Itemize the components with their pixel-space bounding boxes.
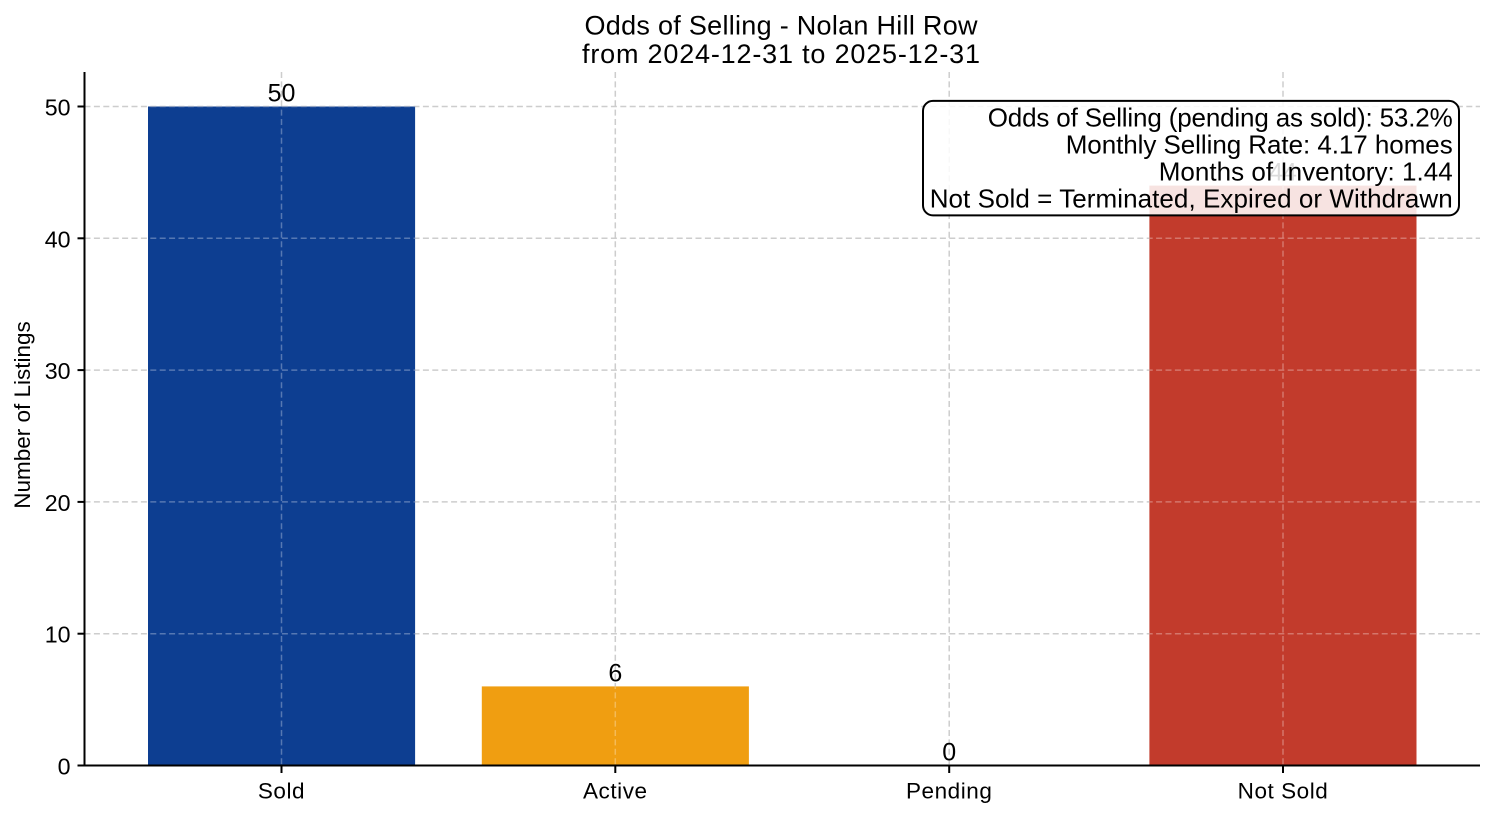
svg-text:40: 40: [45, 226, 71, 252]
svg-text:20: 20: [45, 490, 71, 516]
svg-text:50: 50: [45, 95, 71, 121]
svg-text:0: 0: [942, 739, 956, 767]
svg-text:Sold: Sold: [258, 778, 305, 803]
svg-text:Not Sold: Not Sold: [1238, 778, 1329, 803]
svg-text:Pending: Pending: [906, 778, 992, 803]
svg-text:Odds of Selling - Nolan Hill R: Odds of Selling - Nolan Hill Row: [585, 11, 979, 41]
svg-text:Months of Inventory: 1.44: Months of Inventory: 1.44: [1159, 156, 1453, 186]
svg-text:6: 6: [608, 659, 622, 687]
svg-text:Number of Listings: Number of Listings: [10, 321, 35, 509]
svg-text:50: 50: [268, 80, 296, 108]
svg-text:Not Sold = Terminated, Expired: Not Sold = Terminated, Expired or Withdr…: [930, 183, 1453, 213]
svg-text:0: 0: [58, 754, 71, 780]
svg-text:from 2024-12-31 to 2025-12-31: from 2024-12-31 to 2025-12-31: [582, 39, 980, 69]
svg-text:Monthly Selling Rate: 4.17 hom: Monthly Selling Rate: 4.17 homes: [1066, 129, 1453, 159]
svg-text:Odds of Selling (pending as so: Odds of Selling (pending as sold): 53.2%: [988, 103, 1453, 133]
svg-text:30: 30: [45, 358, 71, 384]
svg-text:10: 10: [45, 622, 71, 648]
svg-text:Active: Active: [583, 778, 648, 803]
